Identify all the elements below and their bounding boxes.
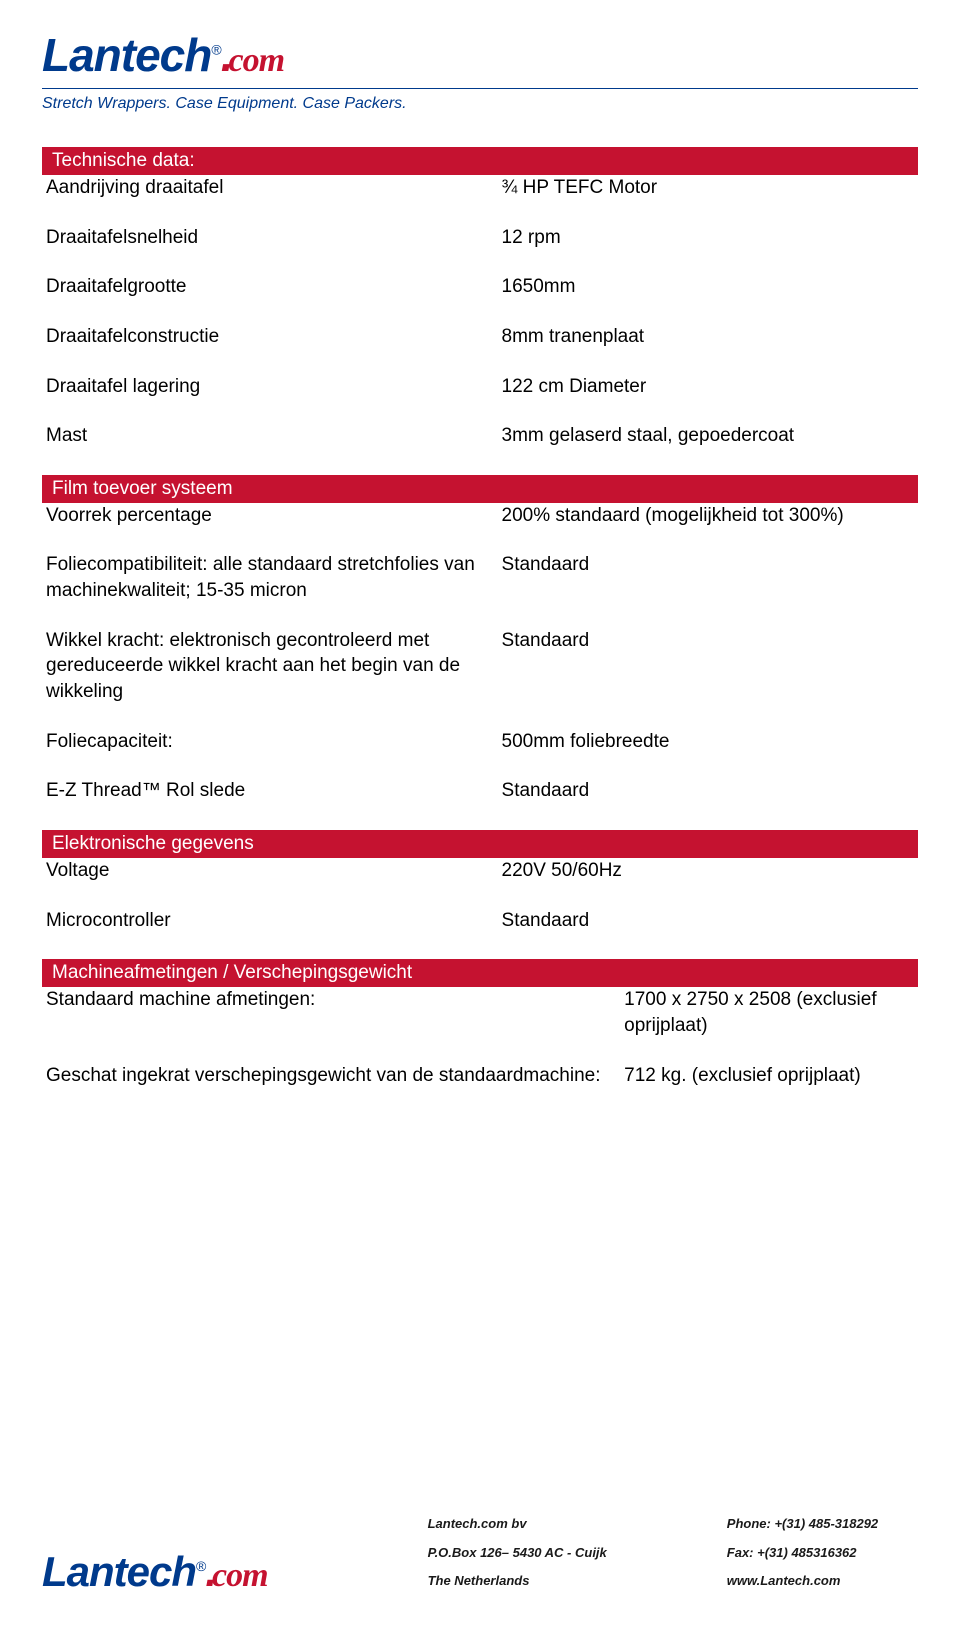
spec-value: 1650mm — [498, 274, 918, 324]
footer-col-contact: Phone: +(31) 485-318292 Fax: +(31) 48531… — [727, 1510, 878, 1596]
footer-line: P.O.Box 126– 5430 AC - Cuijk — [428, 1539, 607, 1568]
film-table: Voorrek percentage 200% standaard (mogel… — [42, 503, 918, 828]
spec-value: 8mm tranenplaat — [498, 324, 918, 374]
spec-value: 712 kg. (exclusief oprijplaat) — [620, 1063, 918, 1113]
spec-label: Voltage — [42, 858, 498, 908]
footer-logo: Lantech®.com — [42, 1548, 268, 1596]
spec-label: Wikkel kracht: elektronisch gecontroleer… — [42, 628, 498, 729]
elec-table: Voltage 220V 50/60Hz Microcontroller Sta… — [42, 858, 918, 957]
spec-value: Standaard — [498, 908, 918, 958]
section-header-dims: Machineafmetingen / Verschepingsgewicht — [42, 959, 918, 987]
spec-label: Voorrek percentage — [42, 503, 498, 553]
spec-value: 1700 x 2750 x 2508 (exclusief oprijplaat… — [620, 987, 918, 1062]
spec-label: E-Z Thread™ Rol slede — [42, 778, 498, 828]
logo-com: com — [212, 1557, 268, 1594]
spec-value: Standaard — [498, 628, 918, 729]
spec-label: Mast — [42, 423, 498, 473]
spec-label: Foliecompatibiliteit: alle standaard str… — [42, 552, 498, 627]
spec-value: 12 rpm — [498, 225, 918, 275]
spec-label: Draaitafel lagering — [42, 374, 498, 424]
section-header-film: Film toevoer systeem — [42, 475, 918, 503]
footer-line: www.Lantech.com — [727, 1567, 878, 1596]
spec-label: Geschat ingekrat verschepingsgewicht van… — [42, 1063, 620, 1113]
spec-label: Aandrijving draaitafel — [42, 175, 498, 225]
spec-label: Foliecapaciteit: — [42, 729, 498, 779]
footer-line: Fax: +(31) 485316362 — [727, 1539, 878, 1568]
footer-line: Lantech.com bv — [428, 1510, 607, 1539]
tech-table: Aandrijving draaitafel ¾ HP TEFC Motor D… — [42, 175, 918, 473]
spec-label: Standaard machine afmetingen: — [42, 987, 620, 1062]
section-header-tech: Technische data: — [42, 147, 918, 175]
footer-line: The Netherlands — [428, 1567, 607, 1596]
header-logo: Lantech®.com — [42, 28, 918, 82]
spec-value: 122 cm Diameter — [498, 374, 918, 424]
spec-label: Draaitafelsnelheid — [42, 225, 498, 275]
footer-line: Phone: +(31) 485-318292 — [727, 1510, 878, 1539]
footer-col-address: Lantech.com bv P.O.Box 126– 5430 AC - Cu… — [428, 1510, 607, 1596]
spec-label: Draaitafelconstructie — [42, 324, 498, 374]
spec-label: Draaitafelgrootte — [42, 274, 498, 324]
page-footer: Lantech®.com Lantech.com bv P.O.Box 126–… — [42, 1510, 918, 1596]
logo-com: com — [228, 42, 284, 79]
tagline: Stretch Wrappers. Case Equipment. Case P… — [42, 88, 918, 113]
spec-value: 500mm foliebreedte — [498, 729, 918, 779]
spec-value: Standaard — [498, 778, 918, 828]
spec-value: 220V 50/60Hz — [498, 858, 918, 908]
section-header-elec: Elektronische gegevens — [42, 830, 918, 858]
spec-value: Standaard — [498, 552, 918, 627]
spec-value: ¾ HP TEFC Motor — [498, 175, 918, 225]
spec-value: 200% standaard (mogelijkheid tot 300%) — [498, 503, 918, 553]
spec-label: Microcontroller — [42, 908, 498, 958]
dims-table: Standaard machine afmetingen: 1700 x 275… — [42, 987, 918, 1112]
spec-value: 3mm gelaserd staal, gepoedercoat — [498, 423, 918, 473]
logo-text: Lantech — [42, 1548, 196, 1595]
logo-text: Lantech — [42, 29, 211, 81]
logo-reg: ® — [196, 1558, 205, 1574]
logo-reg: ® — [211, 42, 220, 58]
